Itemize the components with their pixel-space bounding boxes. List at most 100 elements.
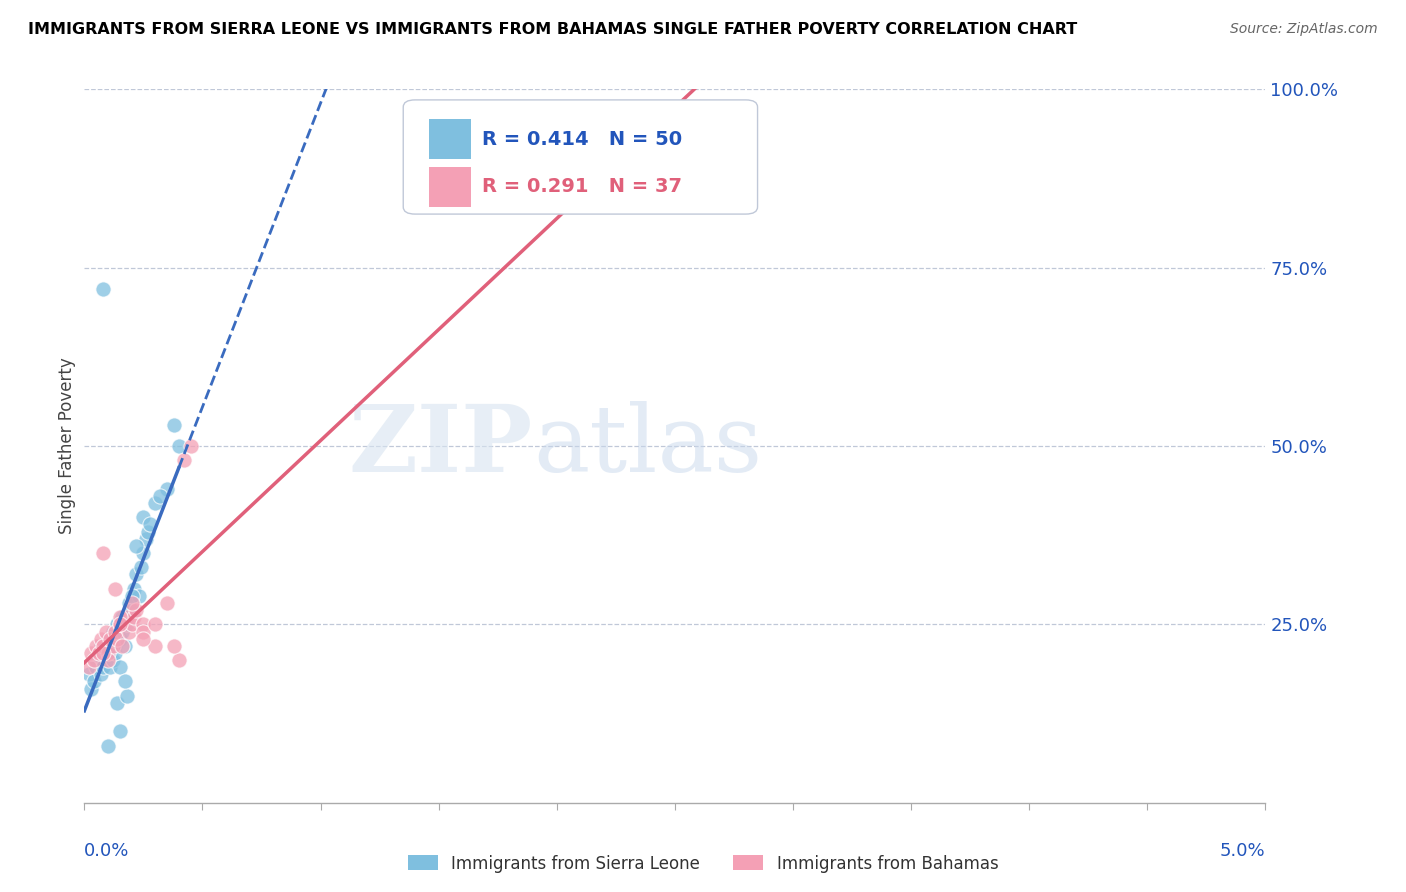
Point <box>108 610 131 624</box>
Point <box>87 646 110 660</box>
Point <box>97 739 120 753</box>
Point <box>122 610 145 624</box>
Point <box>132 546 155 560</box>
Point <box>163 639 186 653</box>
Point <box>91 653 114 667</box>
Point <box>115 610 138 624</box>
Text: R = 0.414   N = 50: R = 0.414 N = 50 <box>482 129 682 148</box>
Bar <box>429 168 471 207</box>
Point <box>91 660 114 674</box>
Point <box>104 582 127 596</box>
Point <box>107 617 129 632</box>
Point <box>180 439 202 453</box>
Point <box>97 646 120 660</box>
Point <box>108 632 131 646</box>
Point <box>121 603 143 617</box>
Point <box>87 646 110 660</box>
Point <box>128 589 150 603</box>
Point <box>143 639 166 653</box>
Point <box>104 646 127 660</box>
Text: 0.0%: 0.0% <box>84 842 129 860</box>
Point <box>97 632 120 646</box>
Point <box>167 439 190 453</box>
Point <box>90 639 112 653</box>
Point <box>107 696 129 710</box>
Point <box>91 646 114 660</box>
Point <box>111 639 134 653</box>
Point <box>156 596 179 610</box>
Point <box>125 539 148 553</box>
Point <box>80 646 103 660</box>
Point <box>121 596 143 610</box>
Point <box>108 660 131 674</box>
Point <box>91 282 114 296</box>
Point <box>173 453 195 467</box>
Point <box>94 646 117 660</box>
Point <box>108 617 131 632</box>
Point <box>108 617 131 632</box>
Point <box>149 489 172 503</box>
Point <box>98 646 121 660</box>
Point <box>143 617 166 632</box>
FancyBboxPatch shape <box>404 100 758 214</box>
Point <box>136 524 159 539</box>
Point <box>121 617 143 632</box>
Point <box>114 639 136 653</box>
Point <box>77 667 100 681</box>
Legend: Immigrants from Sierra Leone, Immigrants from Bahamas: Immigrants from Sierra Leone, Immigrants… <box>401 848 1005 880</box>
Point <box>83 653 105 667</box>
Point <box>84 660 107 674</box>
Y-axis label: Single Father Poverty: Single Father Poverty <box>58 358 76 534</box>
Point <box>91 639 114 653</box>
Point <box>167 653 190 667</box>
Text: 5.0%: 5.0% <box>1220 842 1265 860</box>
Point <box>108 724 131 739</box>
Point <box>80 681 103 696</box>
Point <box>83 674 105 689</box>
Point <box>107 632 129 646</box>
Point <box>118 596 141 610</box>
Point <box>122 582 145 596</box>
Point <box>143 496 166 510</box>
Point <box>94 624 117 639</box>
Point <box>77 660 100 674</box>
Text: IMMIGRANTS FROM SIERRA LEONE VS IMMIGRANTS FROM BAHAMAS SINGLE FATHER POVERTY CO: IMMIGRANTS FROM SIERRA LEONE VS IMMIGRAN… <box>28 22 1077 37</box>
Point <box>90 632 112 646</box>
Point <box>132 624 155 639</box>
Point <box>97 653 120 667</box>
Point <box>115 689 138 703</box>
Point <box>84 653 107 667</box>
Point <box>111 624 134 639</box>
Text: ZIP: ZIP <box>349 401 533 491</box>
Bar <box>429 120 471 159</box>
Point <box>121 589 143 603</box>
Text: R = 0.291   N = 37: R = 0.291 N = 37 <box>482 178 682 196</box>
Point <box>156 482 179 496</box>
Point <box>118 624 141 639</box>
Point <box>115 617 138 632</box>
Point <box>101 653 124 667</box>
Text: Source: ZipAtlas.com: Source: ZipAtlas.com <box>1230 22 1378 37</box>
Point <box>114 674 136 689</box>
Point <box>129 560 152 574</box>
Point <box>132 632 155 646</box>
Point <box>163 417 186 432</box>
Point <box>132 510 155 524</box>
Point <box>125 603 148 617</box>
Point <box>135 532 157 546</box>
Point <box>97 639 120 653</box>
Point <box>132 617 155 632</box>
Point <box>104 624 127 639</box>
Point <box>139 517 162 532</box>
Point <box>98 660 121 674</box>
Text: atlas: atlas <box>533 401 762 491</box>
Point <box>111 610 134 624</box>
Point <box>84 639 107 653</box>
Point <box>98 632 121 646</box>
Point <box>91 546 114 560</box>
Point <box>125 567 148 582</box>
Point <box>101 639 124 653</box>
Point <box>101 624 124 639</box>
Point <box>104 639 127 653</box>
Point <box>90 667 112 681</box>
